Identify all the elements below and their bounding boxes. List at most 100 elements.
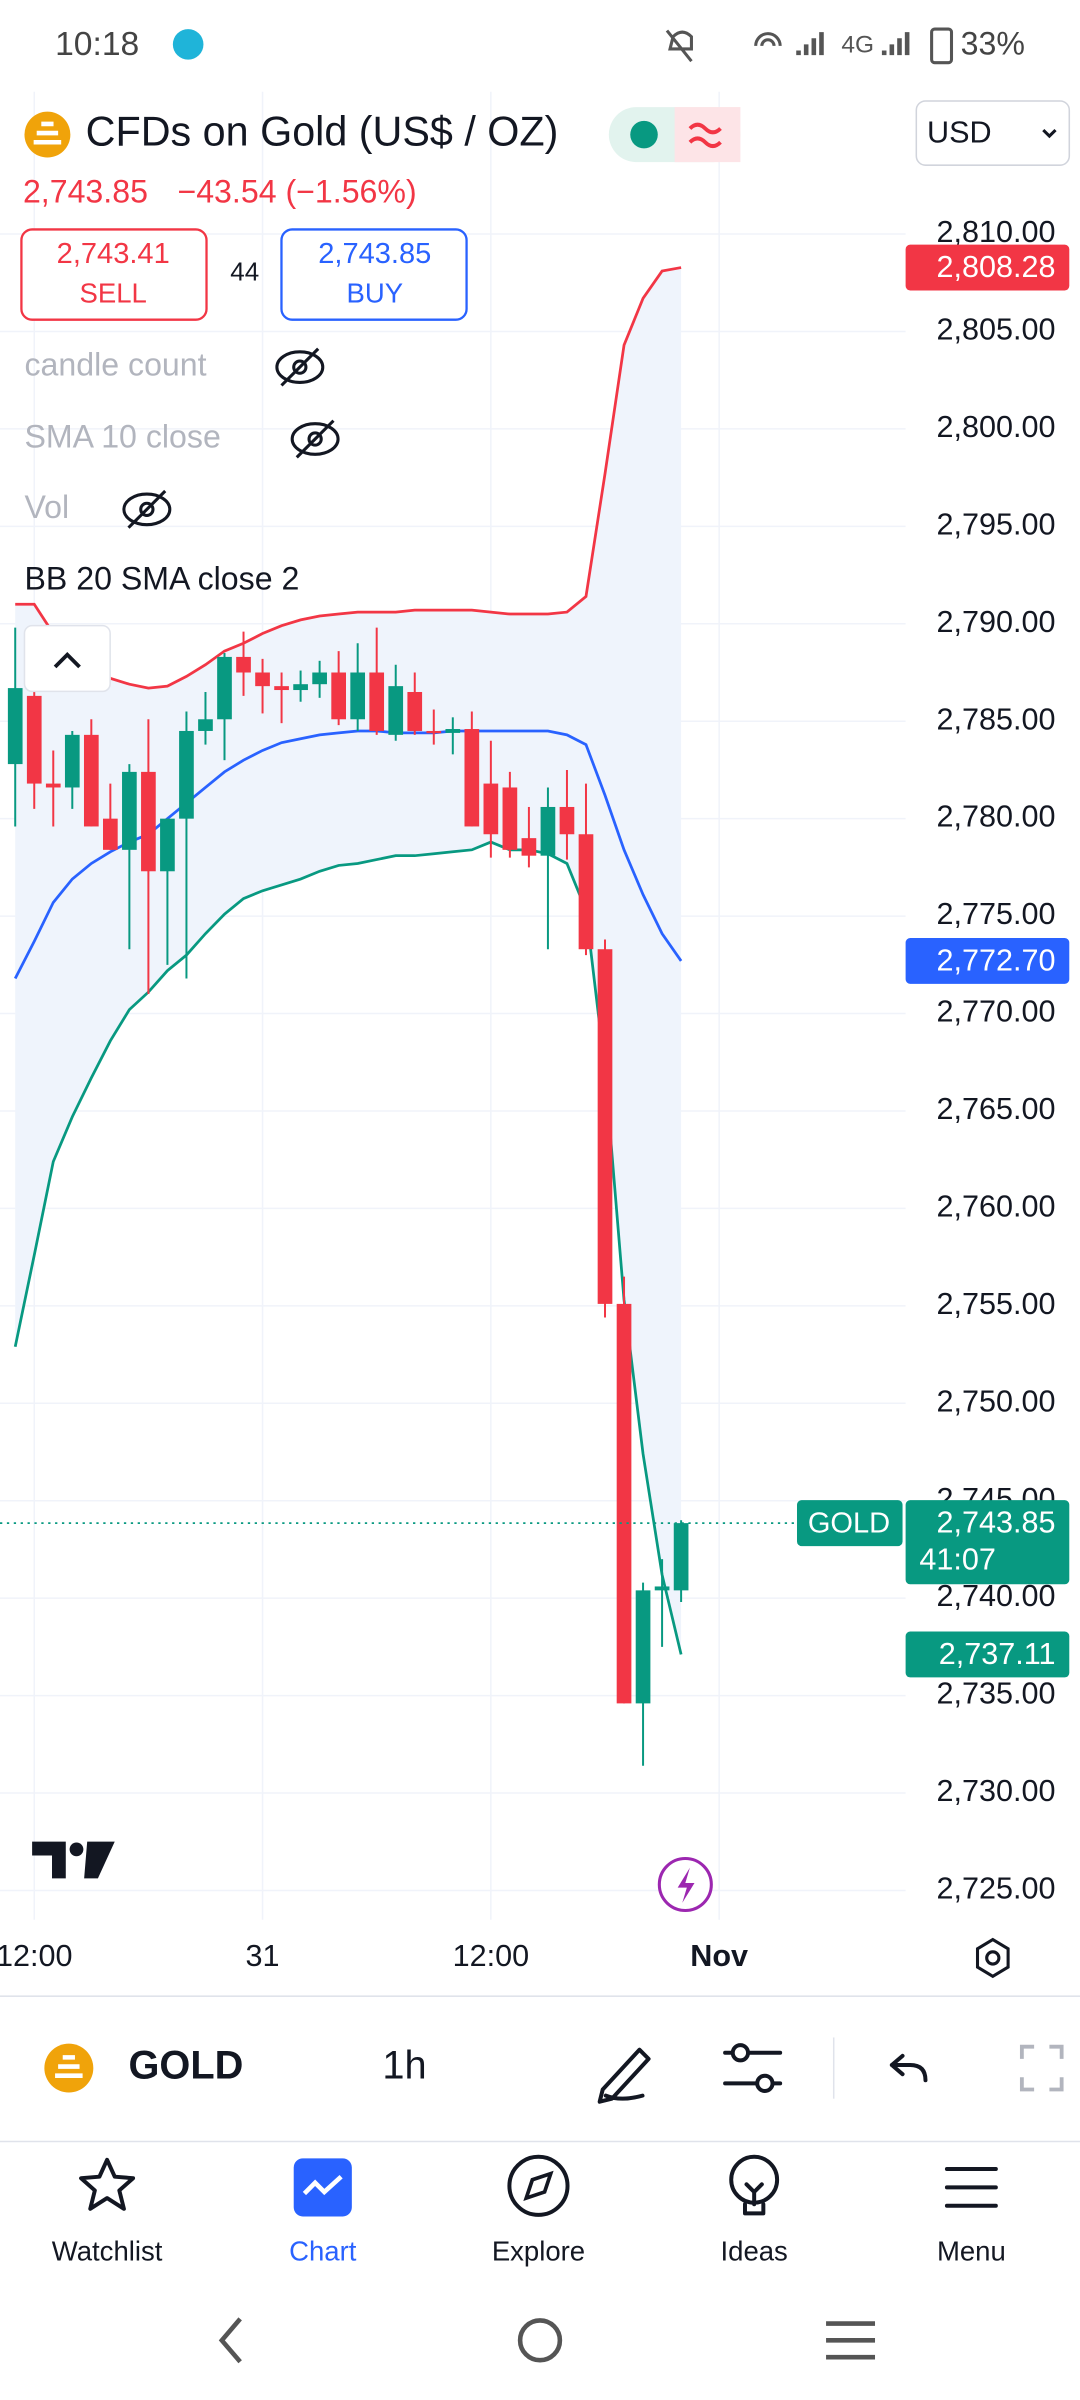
buy-label: BUY	[346, 277, 403, 308]
candle-body	[464, 729, 480, 827]
chart-icon-line	[302, 2174, 343, 2196]
clock: 10:18	[55, 26, 139, 63]
candle-body	[426, 730, 442, 734]
candle-body	[141, 771, 156, 872]
hidden-icon[interactable]	[275, 347, 325, 387]
fullscreen-button[interactable]	[1019, 2044, 1064, 2092]
nav-item[interactable]: Watchlist	[52, 2235, 163, 2266]
y-tick-label: 2,795.00	[936, 507, 1055, 541]
y-tick-label: 2,785.00	[936, 702, 1055, 736]
y-tick-label: 2,790.00	[936, 605, 1055, 639]
spread: 44	[230, 257, 259, 287]
indicator[interactable]: BB 20 SMA close 2	[24, 561, 299, 597]
symbol-icon-bars	[55, 2055, 83, 2079]
indicator[interactable]: Vol	[24, 489, 69, 525]
price-tag-label: 2,737.11	[939, 1637, 1056, 1671]
candle-body	[673, 1523, 689, 1591]
chevron	[1042, 128, 1057, 139]
buy-button[interactable]	[280, 228, 468, 321]
symbol-icon-bars	[33, 121, 62, 145]
system-recents[interactable]	[826, 2321, 876, 2360]
market-open-dot	[630, 120, 658, 149]
price-tag	[905, 937, 1070, 984]
candle-body	[7, 688, 23, 765]
band-fill	[15, 267, 682, 1655]
system-home[interactable]	[517, 2318, 563, 2363]
price-tag-label: 2,772.70	[936, 944, 1055, 978]
last-price-label: 2,743.85	[936, 1506, 1055, 1540]
signal-icon	[881, 32, 910, 56]
candle-body	[388, 686, 404, 735]
x-tick-label: Nov	[690, 1939, 748, 1973]
tradingview-logo	[32, 1841, 115, 1879]
explore-icon[interactable]	[507, 2154, 570, 2217]
nav-item[interactable]: Explore	[492, 2235, 585, 2266]
candle-body	[369, 672, 385, 731]
candle-body	[578, 834, 594, 950]
indicator[interactable]: candle count	[24, 347, 206, 383]
sell-button[interactable]	[20, 228, 208, 321]
candle-body	[540, 806, 556, 856]
sell-label: SELL	[80, 277, 147, 308]
candle-body	[331, 672, 346, 720]
candle-body	[521, 838, 537, 856]
undo-button[interactable]	[889, 2053, 928, 2083]
y-tick-label: 2,750.00	[936, 1384, 1055, 1418]
candle-body	[312, 672, 327, 685]
toolbar-symbol[interactable]: GOLD	[128, 2044, 243, 2088]
market-status-alt	[674, 107, 741, 163]
flash-icon	[677, 1867, 695, 1903]
menu-icon[interactable]	[944, 2167, 998, 2208]
hidden-icon[interactable]	[122, 489, 172, 529]
candle-body	[597, 949, 613, 1304]
slider-knob	[755, 2073, 775, 2094]
data-delay-icon	[688, 122, 722, 148]
candle-body	[45, 783, 61, 788]
interval[interactable]: 1h	[382, 2044, 426, 2088]
system-back[interactable]	[218, 2317, 242, 2364]
symbol-tag	[796, 1500, 903, 1547]
countdown: 41:07	[919, 1542, 996, 1576]
candle-body	[255, 672, 270, 687]
symbol-title[interactable]: CFDs on Gold (US$ / OZ)	[86, 109, 559, 155]
plot-area	[0, 266, 797, 1766]
battery-icon	[930, 27, 954, 65]
band-line	[15, 266, 682, 690]
hidden-icon[interactable]	[290, 419, 340, 459]
y-tick-label: 2,755.00	[936, 1287, 1055, 1321]
collapse-button[interactable]	[23, 624, 111, 693]
price-tag	[905, 244, 1070, 291]
nav-item[interactable]: Chart	[289, 2235, 357, 2266]
nav-item[interactable]: Ideas	[721, 2235, 788, 2266]
nav-item[interactable]: Menu	[937, 2235, 1006, 2266]
x-tick-label: 31	[246, 1939, 280, 1973]
battery: 33%	[961, 25, 1025, 61]
candle-body	[274, 686, 289, 691]
bulb-base	[742, 2182, 766, 2216]
price-tag-label: 2,808.28	[936, 250, 1055, 284]
watchlist-icon[interactable]	[79, 2157, 136, 2211]
candle-body	[502, 787, 518, 850]
candle-body	[179, 730, 194, 819]
candle-body	[445, 729, 461, 733]
y-tick-label: 2,735.00	[936, 1677, 1055, 1711]
drawing-tool[interactable]	[597, 2047, 651, 2104]
status-bar	[0, 0, 1080, 86]
candle-body	[103, 818, 118, 850]
candle-body	[236, 656, 251, 673]
currency-select[interactable]	[915, 100, 1071, 166]
candle-body	[217, 656, 232, 720]
y-tick-label: 2,810.00	[936, 215, 1055, 249]
y-tick-label: 2,730.00	[936, 1774, 1055, 1808]
y-tick-label: 2,760.00	[936, 1189, 1055, 1223]
y-tick-label: 2,775.00	[936, 897, 1055, 931]
currency: USD	[927, 116, 992, 150]
collapse-icon	[53, 651, 81, 669]
indicator[interactable]: SMA 10 close	[24, 418, 220, 454]
settings-icon[interactable]	[975, 1937, 1010, 1979]
y-tick-label: 2,770.00	[936, 995, 1055, 1029]
compass-needle	[523, 2170, 554, 2201]
chart: 2,725.002,730.002,735.002,740.002,745.00…	[0, 91, 1070, 1973]
slider-knob	[730, 2043, 751, 2063]
